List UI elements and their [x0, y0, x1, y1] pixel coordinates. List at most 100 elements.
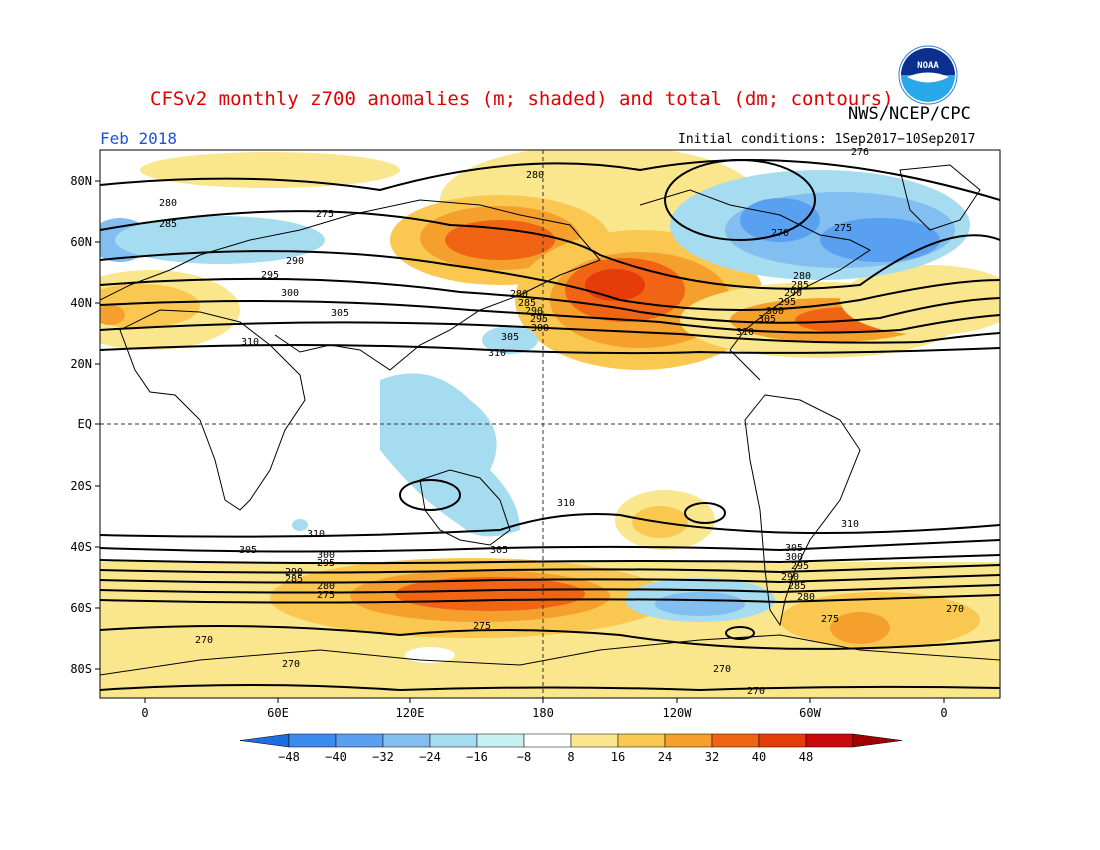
colorbar-segment: [429, 733, 478, 748]
contour-label: 290: [286, 256, 304, 267]
colorbar-tick-label: 32: [705, 750, 719, 764]
contour-label: 290: [525, 306, 543, 317]
agency-label: NWS/NCEP/CPC: [848, 104, 971, 124]
contour-label: 285: [788, 581, 806, 592]
contour-label: 276: [851, 147, 869, 158]
contour-label: 285: [159, 219, 177, 230]
lat-tick-label: 60S: [70, 601, 92, 615]
lon-tick-label: 180: [532, 706, 554, 720]
valid-month-label: Feb 2018: [100, 129, 178, 148]
contour-label: 280: [797, 592, 815, 603]
colorbar-segment: [711, 733, 760, 748]
colorbar-segment: [758, 733, 807, 748]
contour-label: 270: [771, 228, 789, 239]
contour-label: 300: [766, 306, 784, 317]
lat-tick-label: 40N: [70, 296, 92, 310]
contour-label: 310: [841, 519, 859, 530]
contour-label: 270: [195, 635, 213, 646]
lon-tick-label: 0: [141, 706, 148, 720]
contour-label: 305: [239, 545, 257, 556]
lat-tick-label: 20N: [70, 357, 92, 371]
lat-tick-label: 80S: [70, 662, 92, 676]
contour-label: 295: [317, 558, 335, 569]
map-coastlines: [100, 164, 1000, 676]
contour-label: 295: [530, 314, 548, 325]
latitude-axis: 80N 60N 40N 20N EQ 20S 40S 60S 80S: [70, 174, 100, 676]
contour-label: 280: [793, 271, 811, 282]
colorbar-tick-label: −16: [466, 750, 488, 764]
contour-label: 285: [518, 298, 536, 309]
contour-label: 305: [501, 332, 519, 343]
contour-label: 310: [241, 337, 259, 348]
contour-label: 275: [473, 621, 491, 632]
contour-label: 270: [946, 604, 964, 615]
colorbar-tick-label: 40: [752, 750, 766, 764]
colorbar-segment: [288, 733, 337, 748]
colorbar-segment: [335, 733, 384, 748]
contour-label: 305: [785, 543, 803, 554]
lon-tick-label: 60E: [267, 706, 289, 720]
colorbar-tick-label: −48: [278, 750, 300, 764]
noaa-logo-icon: NOAA: [898, 45, 958, 105]
contour-label: 305: [331, 308, 349, 319]
lat-tick-label: 20S: [70, 479, 92, 493]
colorbar-segment: [382, 733, 431, 748]
contour-label: 300: [531, 323, 549, 334]
lon-tick-label: 0: [940, 706, 947, 720]
colorbar-segment: [476, 733, 525, 748]
colorbar-tick-label: 24: [658, 750, 672, 764]
lat-tick-label: 80N: [70, 174, 92, 188]
contour-label: 280: [159, 198, 177, 209]
contour-label: 295: [778, 297, 796, 308]
colorbar-tick-label: 48: [799, 750, 813, 764]
contour-label: 290: [285, 567, 303, 578]
colorbar-segment: [239, 733, 290, 748]
contour-label: 275: [821, 614, 839, 625]
lon-tick-label: 120E: [396, 706, 425, 720]
contour-label: 285: [791, 280, 809, 291]
contour-label: 275: [834, 223, 852, 234]
colorbar-segment: [852, 733, 903, 748]
colorbar-tick-label: 8: [567, 750, 574, 764]
contour-label: 310: [557, 498, 575, 509]
contour-label: 275: [316, 209, 334, 220]
colorbar: −48 −40 −32 −24 −16 −8 8 16 24 32 40 48: [239, 733, 903, 764]
contour-label: 275: [317, 590, 335, 601]
contour-label: 270: [282, 659, 300, 670]
contour-label: 285: [285, 574, 303, 585]
lat-tick-label: 40S: [70, 540, 92, 554]
contour-label: 270: [713, 664, 731, 675]
lon-tick-label: 120W: [663, 706, 693, 720]
contour-label: 300: [785, 552, 803, 563]
contour-label: 280: [526, 170, 544, 181]
contour-label: 295: [791, 561, 809, 572]
contour-label: 290: [781, 572, 799, 583]
contour-label: 280: [510, 289, 528, 300]
contour-label: 290: [784, 288, 802, 299]
contour-label: 295: [261, 270, 279, 281]
colorbar-segment: [570, 733, 619, 748]
lat-tick-label: 60N: [70, 235, 92, 249]
contour-label: 300: [281, 288, 299, 299]
colorbar-tick-label: −8: [517, 750, 531, 764]
contour-label: 305: [758, 314, 776, 325]
lat-tick-label: EQ: [78, 417, 92, 431]
contour-label: 310: [736, 327, 754, 338]
contour-label: 280: [317, 581, 335, 592]
contour-label: 300: [317, 550, 335, 561]
contour-label: 305: [490, 545, 508, 556]
colorbar-tick-label: 16: [611, 750, 625, 764]
contour-label: 310: [307, 529, 325, 540]
chart-title: CFSv2 monthly z700 anomalies (m; shaded)…: [150, 88, 894, 110]
contour-labels: 2802752802852902953003053103102802852902…: [159, 147, 964, 697]
longitude-axis: 0 60E 120E 180 120W 60W 0: [141, 698, 948, 720]
colorbar-tick-label: −32: [372, 750, 394, 764]
height-contours: [100, 159, 1000, 692]
contour-label: 270: [747, 686, 765, 697]
colorbar-tick-label: −40: [325, 750, 347, 764]
reference-lines: [100, 150, 1000, 698]
colorbar-segment: [664, 733, 713, 748]
colorbar-segment: [523, 733, 572, 748]
noaa-logo-text: NOAA: [917, 61, 939, 71]
